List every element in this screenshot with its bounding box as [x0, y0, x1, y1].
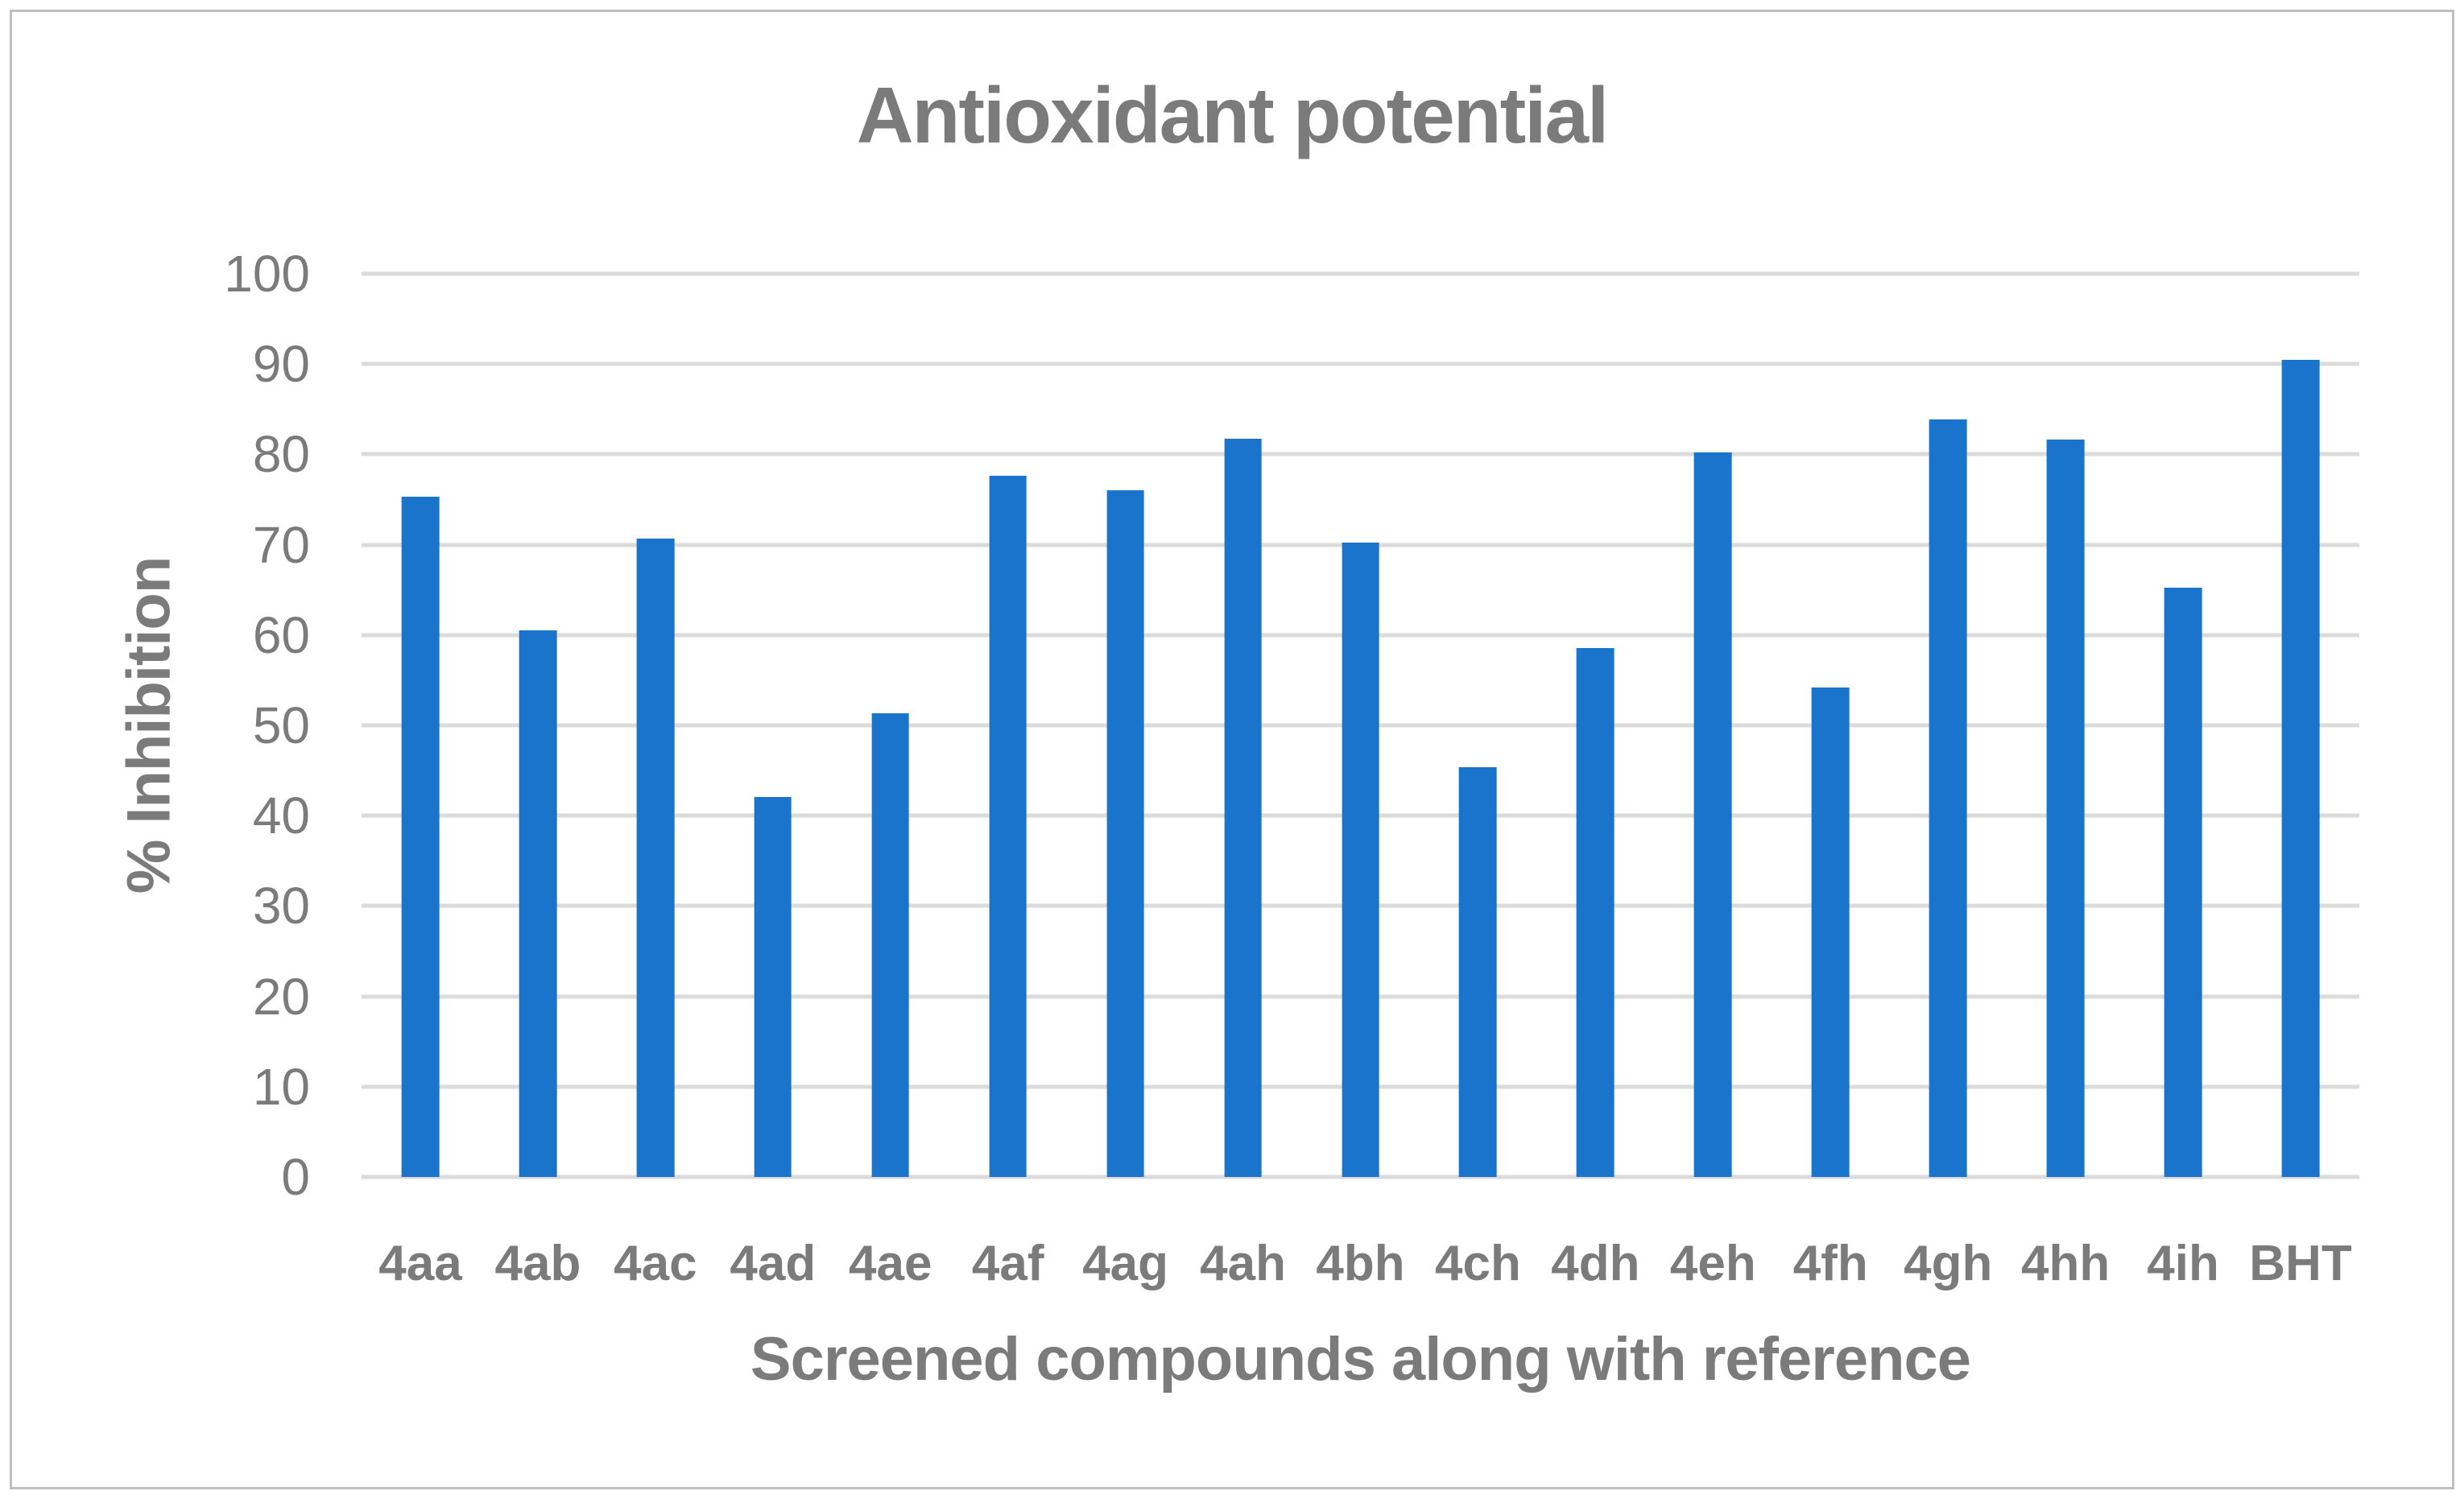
bar-4ae [871, 713, 910, 1177]
x-tick-label-BHT: BHT [2249, 1236, 2352, 1291]
bar-BHT [2281, 359, 2320, 1177]
bar-4af [989, 476, 1027, 1177]
y-tick-label-10: 10 [252, 1057, 310, 1116]
bar-4ag [1106, 490, 1144, 1177]
bar-4gh [1929, 419, 1967, 1177]
bar-4fh [1811, 687, 1850, 1177]
x-tick-label-4aa: 4aa [378, 1236, 462, 1291]
x-tick-label-4ih: 4ih [2147, 1236, 2219, 1291]
plot-area [362, 271, 2359, 1179]
gridline-0 [362, 1175, 2359, 1179]
y-tick-label-20: 20 [252, 967, 310, 1026]
y-tick-label-90: 90 [252, 335, 310, 394]
x-tick-label-4af: 4af [971, 1236, 1044, 1291]
gridline-80 [362, 452, 2359, 456]
y-tick-label-100: 100 [224, 245, 310, 303]
bar-4eh [1693, 452, 1732, 1177]
y-tick-label-0: 0 [281, 1148, 310, 1206]
bar-4ad [754, 796, 792, 1177]
bar-4ih [2164, 588, 2202, 1177]
bar-4bh [1342, 543, 1379, 1177]
bar-4ab [519, 630, 557, 1177]
bar-4ch [1459, 766, 1497, 1177]
chart-title: Antioxidant potential [856, 71, 1610, 159]
x-tick-label-4bh: 4bh [1316, 1236, 1405, 1291]
x-axis-ticks: 4aa 4ab 4ac 4ad 4ae 4af 4ag 4ah 4bh 4ch 4dh 4eh 4fh 4… [362, 1220, 2359, 1308]
y-tick-label-80: 80 [252, 425, 310, 484]
y-tick-label-30: 30 [252, 877, 310, 935]
x-tick-label-4eh: 4eh [1669, 1236, 1756, 1291]
x-tick-label-4hh: 4hh [2021, 1236, 2111, 1291]
x-tick-label-4gh: 4gh [1904, 1236, 1993, 1291]
y-tick-label-70: 70 [252, 515, 310, 574]
bar-4hh [2046, 440, 2085, 1177]
x-tick-label-4ad: 4ad [730, 1236, 817, 1291]
gridline-100 [362, 271, 2359, 276]
x-axis-title: Screened compounds along with reference [750, 1325, 1971, 1394]
x-tick-label-4dh: 4dh [1551, 1236, 1640, 1291]
y-tick-label-60: 60 [252, 605, 310, 664]
x-tick-label-4ab: 4ab [494, 1236, 581, 1291]
bars [362, 274, 2359, 1177]
bar-4ah [1224, 439, 1262, 1177]
x-tick-label-4ah: 4ah [1200, 1236, 1286, 1291]
gridline-90 [362, 361, 2359, 366]
y-tick-label-50: 50 [252, 696, 310, 754]
y-axis-ticks: 0 10 20 30 40 50 60 70 80 90 100 [0, 248, 310, 1203]
x-tick-label-4ch: 4ch [1435, 1236, 1521, 1291]
x-tick-label-4ag: 4ag [1082, 1236, 1169, 1291]
x-tick-label-4fh: 4fh [1792, 1236, 1868, 1291]
bar-4aa [401, 497, 440, 1177]
bar-4ac [636, 538, 675, 1177]
x-tick-label-4ae: 4ae [849, 1236, 932, 1291]
y-tick-label-40: 40 [252, 787, 310, 845]
x-tick-label-4ac: 4ac [614, 1236, 697, 1291]
bar-4dh [1577, 647, 1614, 1177]
